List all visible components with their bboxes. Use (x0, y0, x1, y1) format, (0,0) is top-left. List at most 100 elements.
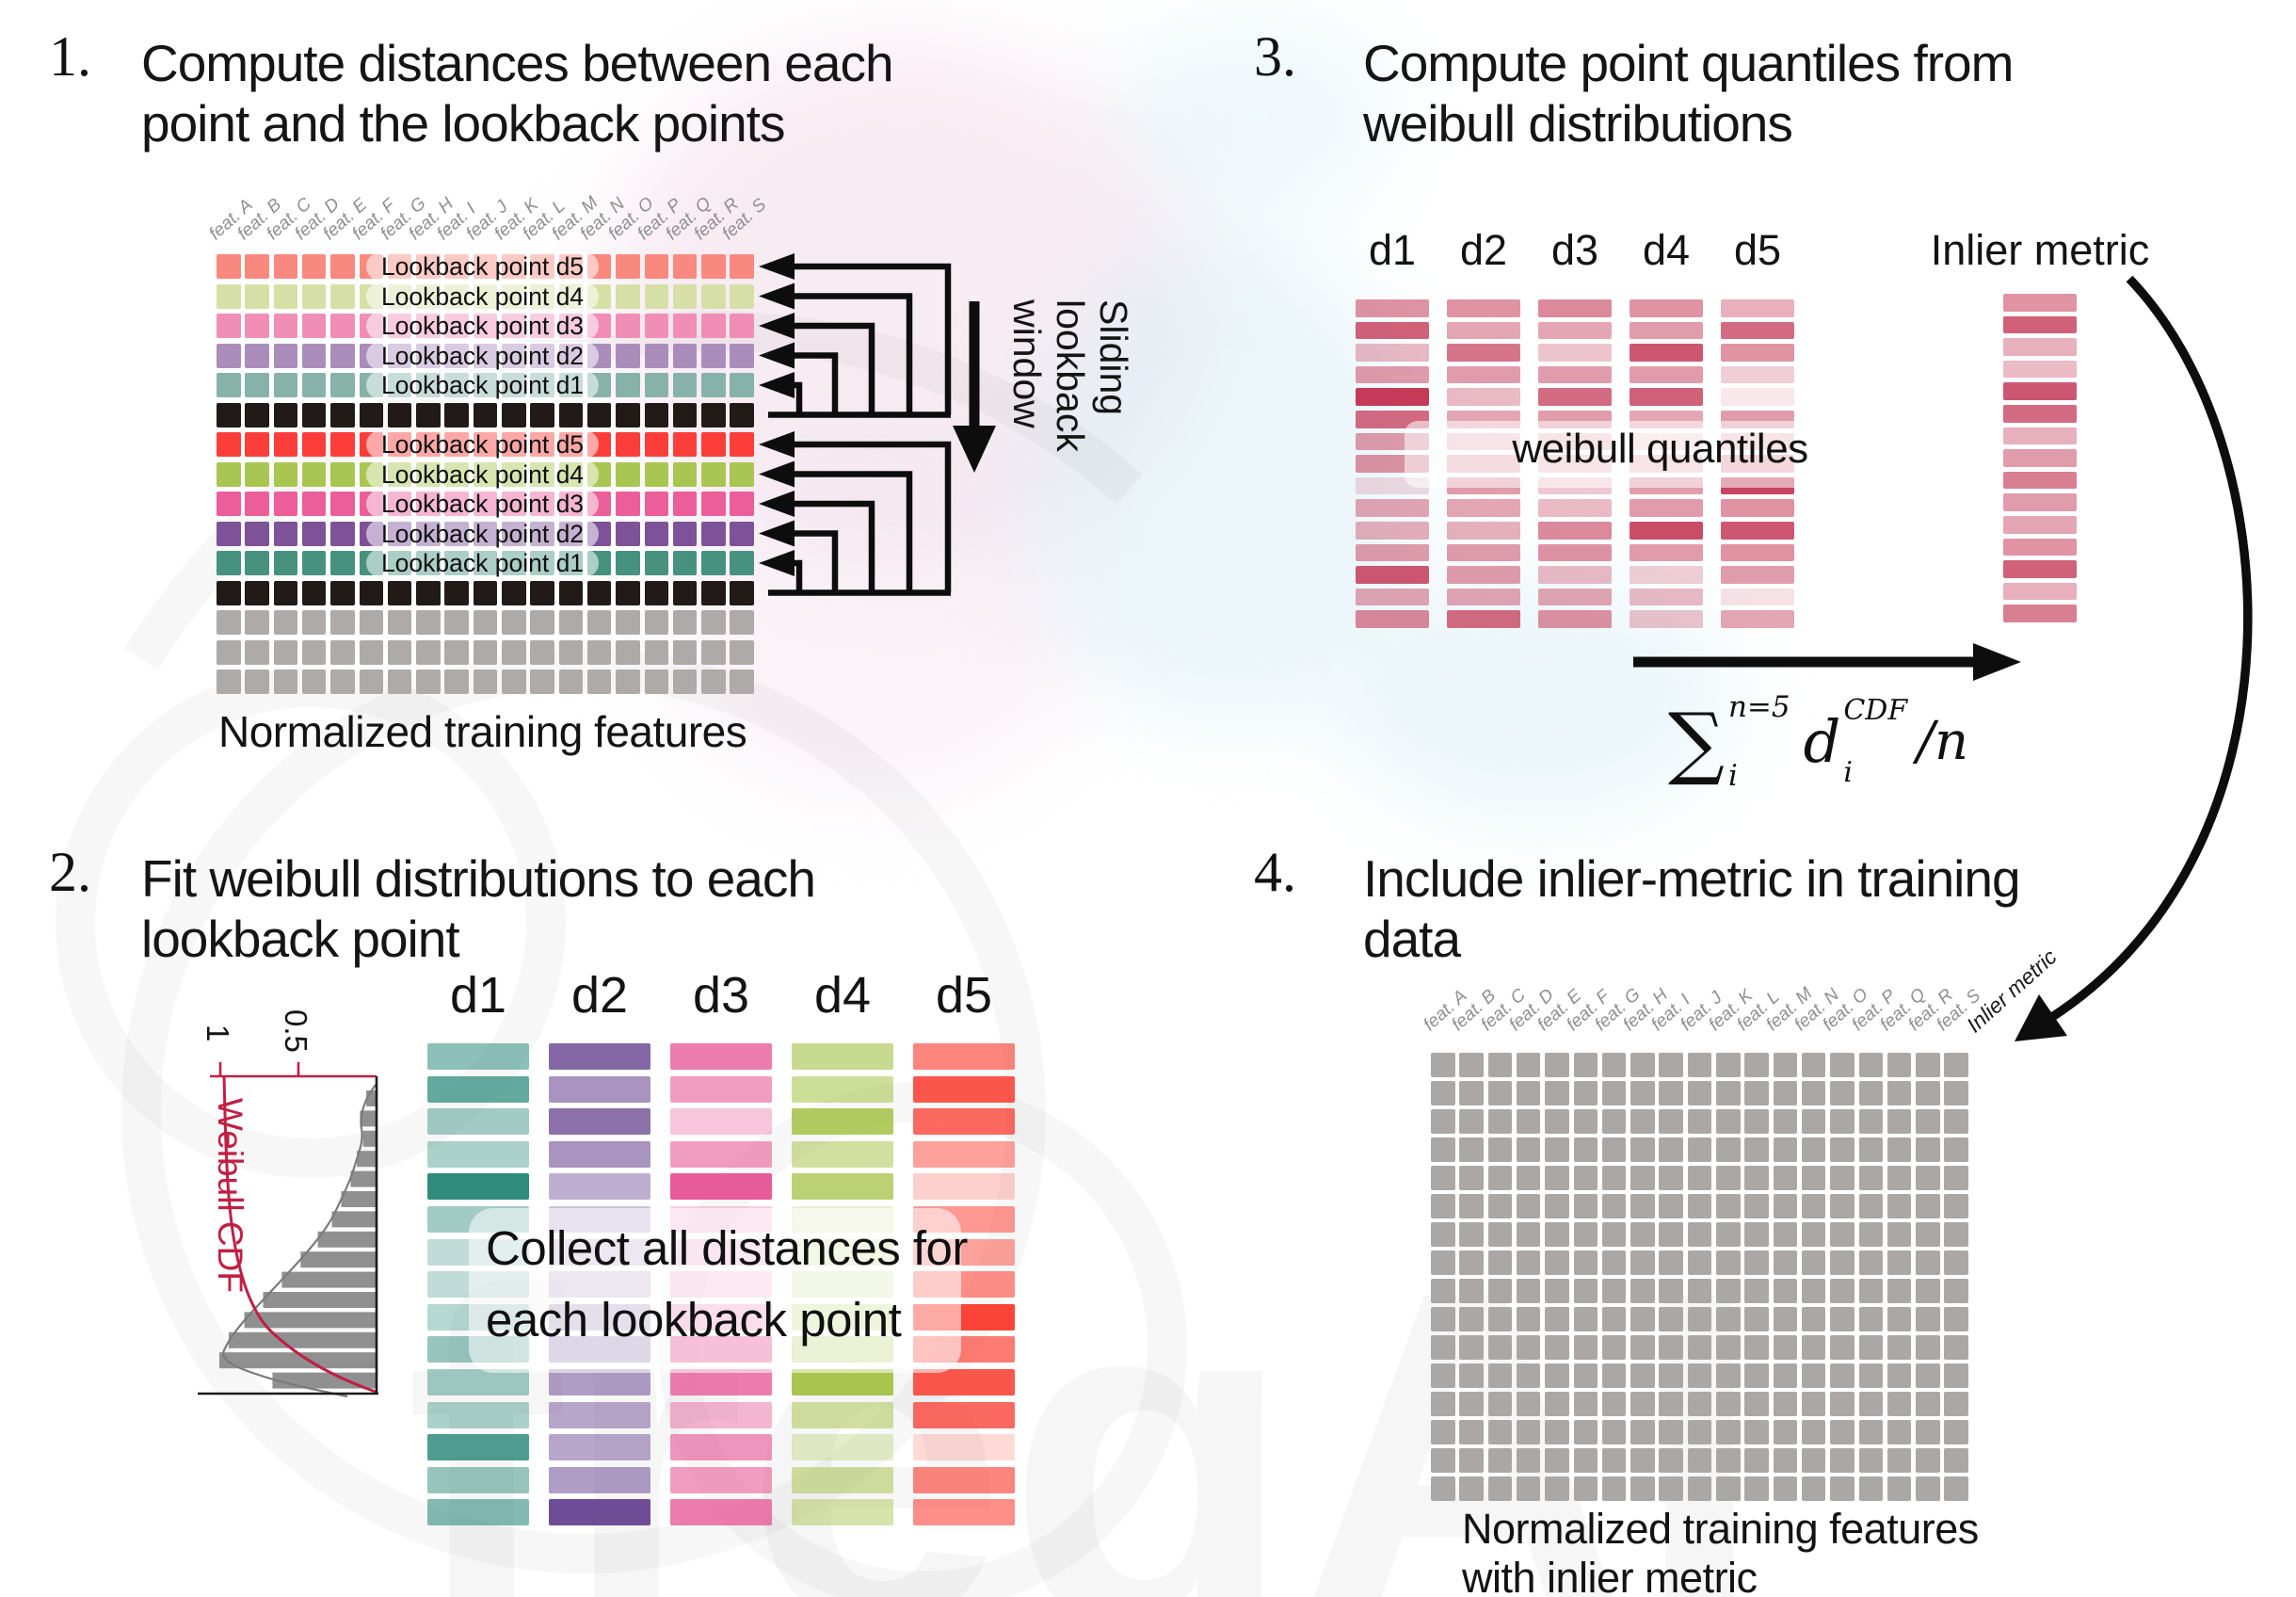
grid-cell (330, 492, 355, 516)
quantile-bar (1538, 299, 1612, 317)
grid-cell (301, 521, 327, 546)
grid-cell (1573, 1335, 1598, 1360)
grid-cell (616, 373, 640, 397)
grid-cell (1773, 1137, 1798, 1162)
grid-cell (1573, 1081, 1598, 1105)
inlier-metric-bar (2003, 493, 2077, 511)
grid-cell (416, 402, 441, 427)
grid-cell (1687, 1222, 1712, 1247)
lookback-pill (366, 341, 599, 370)
quantile-bar (1538, 588, 1612, 606)
grid-cell (1773, 1053, 1798, 1077)
distance-bar (913, 1499, 1015, 1526)
inlier-metric-bar (2003, 315, 2077, 334)
distance-bar (549, 1108, 650, 1136)
grid-cell (1487, 1081, 1513, 1105)
grid-cell (1916, 1053, 1940, 1077)
quantile-bar (1630, 566, 1703, 584)
grid-cell (330, 610, 355, 635)
grid-cell (217, 432, 241, 457)
grid-cell (1887, 1335, 1912, 1360)
grid-cell (530, 639, 554, 665)
grid-cell (1944, 1448, 1968, 1473)
quantile-bar (1721, 299, 1794, 317)
distance-bar (670, 1043, 772, 1070)
grid-cell (1630, 1081, 1655, 1105)
grid-cell (616, 283, 640, 309)
grid-cell (1487, 1166, 1513, 1190)
grid-cell (473, 610, 498, 635)
lookback-label: Lookback point d1 (380, 371, 585, 399)
quantile-bar (1721, 566, 1794, 584)
grid-cell (301, 402, 327, 427)
grid-cell (1830, 1166, 1854, 1190)
grid-cell (1944, 1222, 1968, 1247)
s2-col-label-d5: d5 (935, 967, 993, 1024)
grid-cell (530, 580, 554, 605)
grid-cell (1801, 1420, 1826, 1444)
quantile-bar (1447, 365, 1520, 384)
distance-bar (670, 1401, 772, 1428)
grid-cell (730, 492, 754, 516)
sliding-word-3: window (1005, 299, 1050, 428)
step-2-title: Fit weibull distributions to each lookba… (141, 849, 816, 970)
grid-cell (273, 521, 298, 546)
distance-bar (427, 1140, 529, 1168)
grid-cell (1459, 1166, 1484, 1190)
step-2-number: 2. (49, 841, 91, 903)
quantile-bar (1447, 388, 1520, 406)
grid-cell (1830, 1448, 1854, 1473)
grid-cell (416, 610, 441, 635)
grid-cell (1687, 1363, 1712, 1388)
grid-cell (1944, 1137, 1968, 1162)
grid-cell (301, 580, 327, 605)
histogram-bar (350, 1170, 376, 1187)
grid-cell (616, 551, 640, 575)
distance-bar (549, 1075, 650, 1103)
distance-bar (427, 1466, 529, 1493)
distance-bar (913, 1466, 1015, 1493)
inlier-metric-bar (2003, 516, 2077, 534)
grid-cell (730, 521, 754, 546)
quantile-bar (1630, 543, 1703, 562)
grid-cell (1916, 1109, 1940, 1134)
grid-cell (1431, 1081, 1455, 1105)
inlier-metric-formula: ∑ n=5 i d CDF i /n (1668, 693, 1968, 791)
grid-cell (1516, 1476, 1541, 1501)
distance-bar (549, 1401, 650, 1428)
grid-cell (1887, 1448, 1912, 1473)
inlier-metric-bar (2003, 605, 2077, 622)
grid-cell (1487, 1222, 1513, 1247)
grid-cell (644, 492, 668, 516)
quantile-bar (1721, 610, 1794, 628)
s2-overlay-pill (469, 1208, 961, 1373)
grid-cell (1716, 1081, 1741, 1105)
grid-cell (1459, 1109, 1484, 1134)
grid-cell (1431, 1166, 1455, 1190)
grid-cell (1773, 1279, 1798, 1303)
s2-col-label-d1: d1 (449, 967, 507, 1024)
inlier-metric-cell (1973, 1335, 1998, 1360)
grid-cell (1431, 1392, 1455, 1416)
grid-cell (1858, 1420, 1883, 1444)
grid-cell (1431, 1137, 1455, 1162)
grid-cell (1487, 1250, 1513, 1275)
distance-bar (913, 1434, 1015, 1461)
inlier-metric-cell (1973, 1279, 1998, 1303)
grid-cell (1887, 1053, 1912, 1077)
grid-cell (1858, 1392, 1883, 1416)
distance-bar (792, 1075, 893, 1103)
grid-cell (1601, 1420, 1627, 1444)
grid-cell (273, 580, 298, 605)
grid-cell (1716, 1476, 1741, 1501)
grid-cell (245, 314, 269, 338)
grid-cell (1659, 1109, 1683, 1134)
cdf-tick-label-05: 0.5 (279, 1009, 313, 1053)
grid-cell (273, 669, 298, 694)
grid-cell (1887, 1222, 1912, 1247)
grid-cell (1916, 1250, 1940, 1275)
grid-cell (245, 610, 269, 635)
grid-cell (1773, 1448, 1798, 1473)
distance-bar (792, 1401, 893, 1428)
